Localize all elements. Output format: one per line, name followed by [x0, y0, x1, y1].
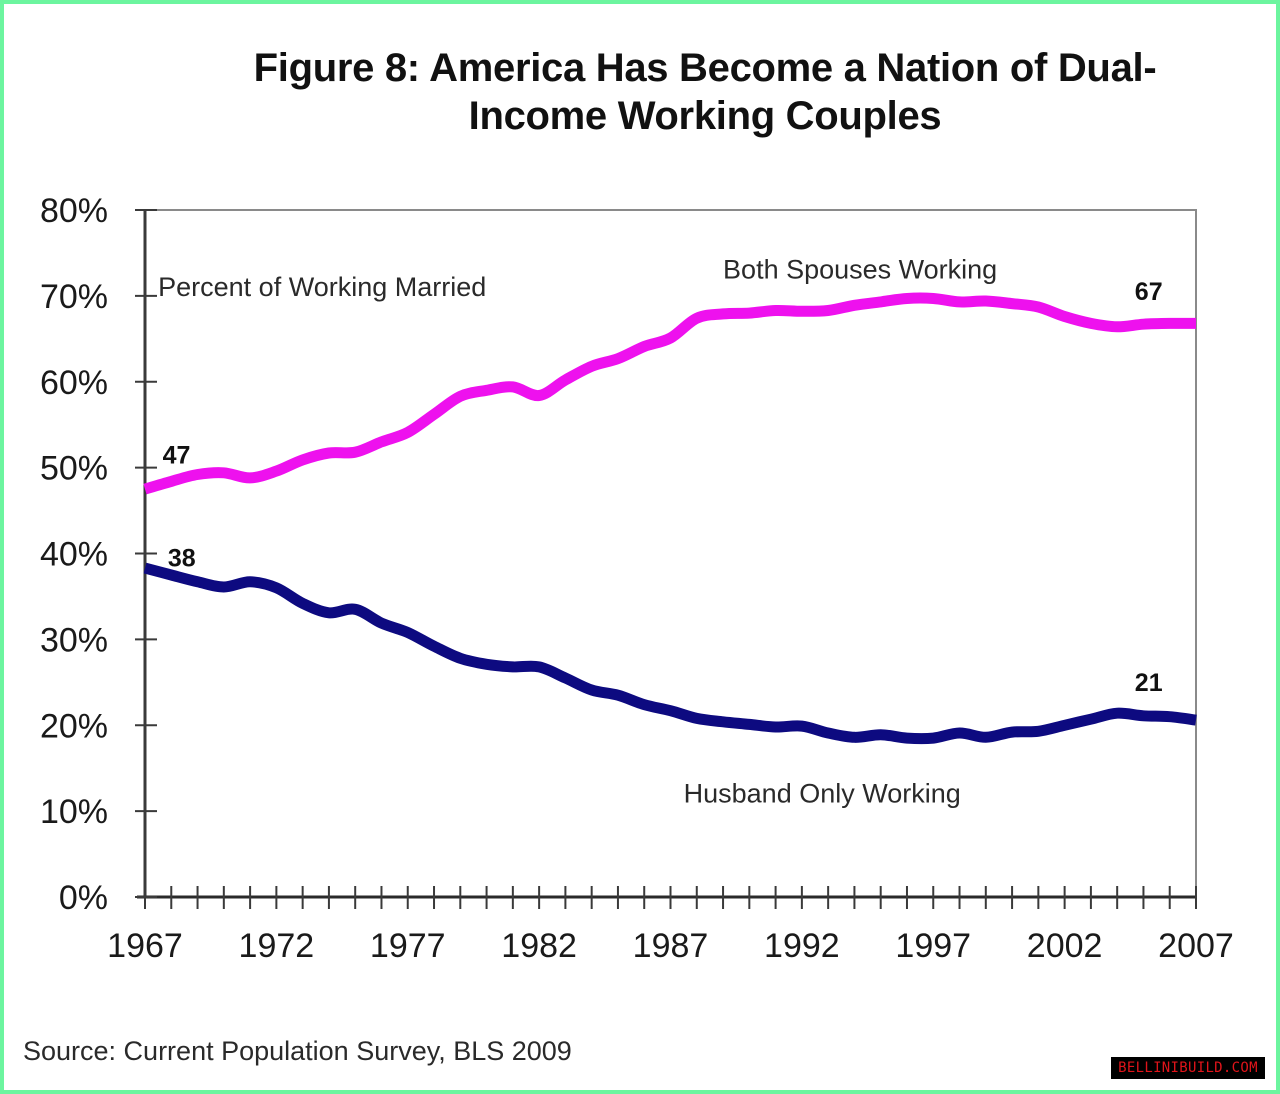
x-ticks: 1967 1972 1977 1982 1987 1992 1997 2002 2007 [107, 886, 1234, 965]
plot-frame [137, 209, 1197, 899]
x-tick-label: 1992 [764, 927, 840, 965]
series-group [143, 292, 1197, 745]
y-tick-label: 20% [40, 707, 108, 745]
x-tick-label: 2007 [1158, 927, 1234, 965]
annotation-label: Both Spouses Working [723, 255, 997, 285]
series-line-both-spouses-working [143, 292, 1197, 495]
series-line-husband-only-working [143, 562, 1197, 745]
data-label: 38 [168, 544, 196, 572]
data-label: 47 [163, 441, 191, 469]
x-tick-label: 1967 [107, 927, 183, 965]
y-tick-label: 50% [40, 450, 108, 488]
y-tick-label: 80% [40, 192, 108, 230]
data-label: 67 [1135, 278, 1163, 306]
y-tick-label: 30% [40, 621, 108, 659]
y-tick-label: 60% [40, 364, 108, 402]
x-tick-label: 1977 [370, 927, 446, 965]
annotation-label: Husband Only Working [684, 779, 961, 809]
x-tick-label: 2002 [1027, 927, 1103, 965]
data-label: 21 [1135, 669, 1163, 697]
chart-title-line-2: Income Working Couples [468, 94, 942, 138]
watermark-badge: BELLINIBUILD.COM [1111, 1057, 1265, 1079]
y-tick-label: 70% [40, 278, 108, 316]
annotation-label: Percent of Working Married [158, 272, 486, 302]
y-tick-label: 0% [59, 879, 108, 917]
y-tick-label: 40% [40, 536, 108, 574]
y-ticks: 0% 10% 20% 30% 40% 50% 60% 70% 80% [40, 192, 157, 917]
source-note: Source: Current Population Survey, BLS 2… [23, 1036, 572, 1066]
plot-area [144, 209, 1197, 898]
x-tick-label: 1982 [501, 927, 577, 965]
chart-title: Figure 8: America Has Become a Nation of… [160, 44, 1250, 140]
annotations: Percent of Working Married Both Spouses W… [158, 255, 1163, 809]
x-tick-label: 1987 [633, 927, 709, 965]
x-tick-label: 1972 [239, 927, 315, 965]
chart-title-line-1: Figure 8: America Has Become a Nation of… [253, 46, 1157, 90]
y-tick-label: 10% [40, 793, 108, 831]
x-tick-label: 1997 [895, 927, 971, 965]
